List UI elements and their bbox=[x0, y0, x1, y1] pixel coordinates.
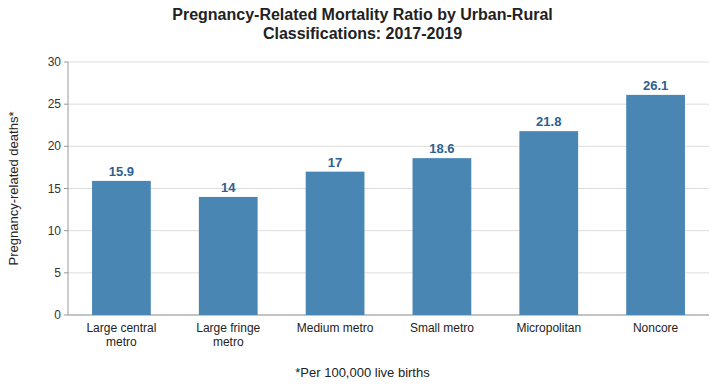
y-tick-label: 20 bbox=[48, 139, 62, 153]
y-tick bbox=[64, 188, 68, 189]
grid-line bbox=[68, 272, 709, 273]
x-tick-label: Noncore bbox=[633, 321, 679, 335]
data-label: 26.1 bbox=[643, 78, 668, 93]
footnote: *Per 100,000 live births bbox=[295, 365, 430, 380]
bar bbox=[519, 131, 578, 315]
data-label: 18.6 bbox=[429, 141, 454, 156]
grid-line bbox=[68, 62, 709, 63]
data-label: 21.8 bbox=[536, 114, 561, 129]
chart-container: Pregnancy-Related Mortality Ratio by Urb… bbox=[0, 0, 725, 387]
x-tick-label: Small metro bbox=[410, 321, 474, 335]
grid-line bbox=[68, 104, 709, 105]
data-label: 15.9 bbox=[109, 164, 134, 179]
bar bbox=[306, 172, 365, 315]
y-tick-label: 0 bbox=[54, 308, 61, 322]
title: Pregnancy-Related Mortality Ratio by Urb… bbox=[172, 6, 553, 42]
y-tick bbox=[64, 272, 68, 273]
grid-line bbox=[68, 188, 709, 189]
y-tick bbox=[64, 146, 68, 147]
x-axis-line bbox=[68, 315, 709, 316]
y-tick-label: 30 bbox=[48, 55, 62, 69]
grid-line bbox=[68, 146, 709, 147]
y-tick-label: 5 bbox=[54, 266, 61, 280]
data-label: 17 bbox=[328, 155, 342, 170]
y-axis-label: Pregnancy-related deaths* bbox=[6, 112, 21, 266]
x-tick-label: Large centralmetro bbox=[86, 321, 156, 349]
bar bbox=[413, 158, 472, 315]
y-tick-label: 25 bbox=[48, 97, 62, 111]
y-tick-label: 10 bbox=[48, 224, 62, 238]
bar bbox=[92, 181, 151, 315]
y-tick bbox=[64, 315, 68, 316]
bar bbox=[199, 197, 258, 315]
x-tick-label: Medium metro bbox=[297, 321, 374, 335]
x-tick-label: Micropolitan bbox=[516, 321, 581, 335]
bars bbox=[92, 95, 685, 315]
data-label: 14 bbox=[221, 180, 236, 195]
grid-line bbox=[68, 230, 709, 231]
y-tick bbox=[64, 104, 68, 105]
x-tick-label: Large fringemetro bbox=[196, 321, 260, 349]
y-axis-line bbox=[68, 62, 69, 315]
y-tick-label: 15 bbox=[48, 182, 62, 196]
y-tick bbox=[64, 230, 68, 231]
grid bbox=[68, 62, 709, 315]
chart-svg: Pregnancy-Related Mortality Ratio by Urb… bbox=[0, 0, 725, 387]
y-tick bbox=[64, 62, 68, 63]
grid-line bbox=[68, 315, 709, 316]
bar bbox=[626, 95, 685, 315]
